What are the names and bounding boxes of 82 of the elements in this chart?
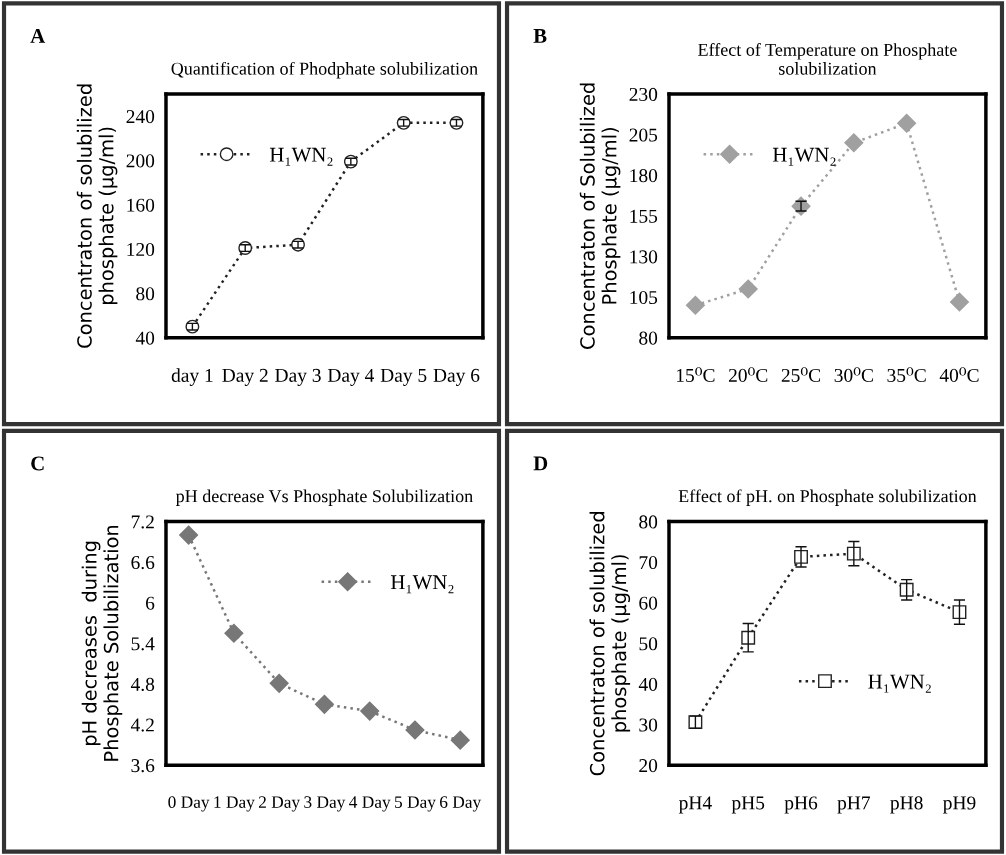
x-tick-label: pH6 [784,796,818,814]
y-tick-label: 200 [126,154,155,168]
point [738,279,758,299]
x-tick-label: pH4 [678,796,712,814]
y-tick-label: 30 [639,718,658,732]
x-tick-label: 4 Day [349,796,391,812]
y-tick-label: 180 [630,169,658,183]
legend-label: H₁WN₂ [269,147,333,166]
y-tick-label: 40 [135,331,155,345]
x-tick-label: Day 4 [327,368,375,386]
x-tick-label: pH8 [890,796,923,814]
x-tick-label: day 1 [171,368,213,386]
chart-title: Effect of Temperature on Phosphate solubilization [698,43,957,75]
y-tick-label: 5.4 [131,637,155,651]
y-tick-label: 230 [629,87,658,101]
x-tick-label: pH5 [731,796,765,814]
point [360,701,380,721]
point [844,133,864,153]
y-axis-title: Concentraton of solubilized phosphate (µg/ml) [76,84,118,348]
chart-title: Quantification of Phodphate solubilization [171,61,478,79]
text: C [31,456,44,471]
text: D [533,456,548,471]
y-tick-label: 20 [639,759,658,773]
y-axis-title: pH decreases during Phosphate Solubilization [81,525,123,761]
y-tick-label: 160 [127,198,155,212]
y-tick-label: 120 [127,242,155,257]
x-tick-label: 20⁰C [728,367,768,382]
x-tick-label: 6 Day [440,796,482,812]
x-tick-label: pH9 [943,796,976,814]
y-tick-label: 6.6 [131,556,155,570]
y-tick-label: 50 [639,637,658,651]
point [450,730,470,750]
y-tick-label: 80 [136,287,155,301]
y-tick-label: 40 [638,677,658,691]
x-tick-label: Day 3 [275,368,321,386]
y-tick-label: 155 [630,209,658,223]
x-tick-label: 2 Day [258,796,301,812]
y-tick-label: 60 [639,596,658,610]
text: B [533,29,547,43]
y-tick-label: 130 [630,250,658,264]
point [179,525,199,545]
legend-label: H₁WN₂ [390,575,454,594]
x-tick-label: pH7 [837,796,871,814]
x-tick-label: 5 Day [395,796,436,812]
y-tick-label: 205 [629,128,658,142]
x-tick-label: 15⁰C [677,367,715,382]
y-tick-label: 4.2 [130,718,154,732]
point [405,720,425,740]
y-tick-label: 70 [639,555,658,570]
point [741,630,756,645]
legend-label: H₁WN₂ [868,674,931,693]
point [949,292,970,312]
y-tick-label: 80 [639,515,658,529]
text: A [30,29,46,43]
x-tick-label: 25⁰C [781,367,821,382]
x-tick-label: 40⁰C [939,367,979,382]
point [897,113,917,133]
chart-title: Effect of pH. on Phosphate solubilization [678,489,977,506]
x-tick-label: Day 5 [380,368,427,386]
chart-title: pH decrease Vs Phosphate Solubilization [175,489,473,506]
y-tick-label: 3.6 [131,759,155,773]
y-axis-title: Concentraton of solubilized phosphate (µg/ml) [589,512,631,776]
y-tick-label: 7.2 [131,515,154,529]
y-tick-label: 80 [639,331,658,345]
y-tick-label: 105 [630,290,658,305]
x-tick-label: 35⁰C [887,367,926,382]
y-tick-label: 4.8 [130,677,155,692]
x-tick-label: 3 Day [304,796,346,812]
point [899,582,914,597]
y-tick-label: 6 [145,596,155,610]
legend-label: H₁WN₂ [772,147,836,166]
point [685,295,705,315]
x-tick-label: 0 Day [168,796,210,812]
x-tick-label: Day 2 [222,368,268,386]
x-tick-label: 30⁰C [834,367,873,382]
y-tick-label: 240 [126,110,155,124]
point [269,673,289,693]
x-tick-label: 1 Day [214,796,255,812]
y-axis-title: Concentraton of Solubilized Phosphate (µg/ml) [579,83,621,349]
x-tick-label: Day 6 [433,368,480,386]
point [224,623,244,643]
point [314,694,334,714]
